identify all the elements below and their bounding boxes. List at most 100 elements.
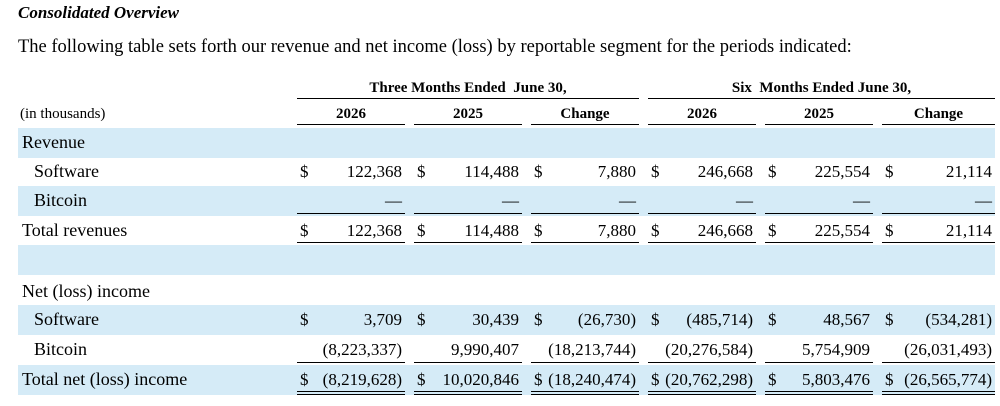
- cell-value: (20,276,584): [665, 340, 753, 359]
- col-header-ytd-change: Change: [882, 105, 995, 125]
- value-cell: (8,223,337): [297, 335, 405, 363]
- currency-symbol: $: [768, 370, 777, 389]
- period-header-three-months: Three Months Ended June 30,: [297, 79, 639, 99]
- value-cell: —: [765, 186, 873, 214]
- value-cell: $ (485,714): [648, 305, 756, 332]
- cell-value: 30,439: [472, 310, 519, 329]
- cell-value: —: [853, 191, 870, 210]
- units-label: (in thousands): [20, 106, 106, 122]
- currency-symbol: $: [651, 310, 660, 329]
- value-cell: $122,368: [297, 157, 405, 184]
- value-cell: (18,213,744): [531, 335, 639, 363]
- currency-symbol: $: [768, 221, 777, 240]
- value-cell: —: [648, 186, 756, 214]
- cell-value: (20,762,298): [665, 370, 753, 389]
- cell-value: 122,368: [346, 221, 402, 240]
- table-row: Total net (loss) income $ (8,219,628) $10,0…: [18, 365, 995, 395]
- col-header-q-2025: 2025: [414, 105, 522, 125]
- currency-symbol: $: [651, 221, 660, 240]
- row-label: Total net (loss) income: [22, 369, 188, 389]
- currency-symbol: $: [534, 221, 543, 240]
- cell-value: 7,880: [597, 162, 636, 181]
- currency-symbol: $: [300, 162, 309, 181]
- col-header-q-2026: 2026: [297, 105, 405, 125]
- value-cell: —: [297, 186, 405, 214]
- row-label: Bitcoin: [34, 339, 87, 359]
- currency-symbol: $: [768, 310, 777, 329]
- value-cell: $3,709: [297, 305, 405, 332]
- cell-value: 246,668: [697, 221, 753, 240]
- currency-symbol: $: [300, 221, 309, 240]
- cell-value: 48,567: [823, 310, 870, 329]
- value-cell: $48,567: [765, 305, 873, 332]
- col-header-ytd-2026: 2026: [648, 105, 756, 125]
- currency-symbol: $: [300, 310, 309, 329]
- table-row: Total revenues $122,368 $114,488 $7,880 $246…: [18, 216, 995, 246]
- value-cell: $10,020,846: [414, 365, 522, 395]
- currency-symbol: $: [651, 162, 660, 181]
- table-row: Bitcoin (8,223,337) 9,990,407 (18,213,744) (…: [18, 335, 995, 365]
- row-label: Software: [34, 309, 99, 329]
- cell-value: (18,240,474): [548, 370, 636, 389]
- currency-symbol: $: [885, 370, 894, 389]
- table-row: Software $3,709 $30,439 $ (26,730) $ (485,714)…: [18, 305, 995, 335]
- cell-value: 5,754,909: [802, 340, 870, 359]
- cell-value: 21,114: [945, 162, 992, 181]
- col-header-ytd-2025: 2025: [765, 105, 873, 125]
- cell-value: (485,714): [686, 310, 753, 329]
- value-cell: $ (18,240,474): [531, 365, 639, 395]
- cell-value: 7,880: [597, 221, 636, 240]
- value-cell: $21,114: [882, 157, 995, 184]
- value-cell: $246,668: [648, 216, 756, 246]
- value-cell: —: [414, 186, 522, 214]
- cell-value: —: [619, 191, 636, 210]
- value-cell: —: [531, 186, 639, 214]
- currency-symbol: $: [417, 221, 426, 240]
- cell-value: —: [502, 191, 519, 210]
- cell-value: (534,281): [925, 310, 992, 329]
- value-cell: (20,276,584): [648, 335, 756, 363]
- value-cell: $7,880: [531, 216, 639, 246]
- cell-value: 225,554: [814, 162, 870, 181]
- col-header-q-change: Change: [531, 105, 639, 125]
- currency-symbol: $: [885, 162, 894, 181]
- spacer-row: [18, 245, 995, 275]
- cell-value: 246,668: [697, 162, 753, 181]
- cell-value: 122,368: [346, 162, 402, 181]
- value-cell: $7,880: [531, 157, 639, 184]
- section-title: Consolidated Overview: [18, 3, 180, 22]
- cell-value: (8,223,337): [322, 340, 402, 359]
- row-label: Software: [34, 161, 99, 181]
- table-row: Software $122,368 $114,488 $7,880 $246,668 $2…: [18, 157, 995, 187]
- cell-value: 21,114: [945, 221, 992, 240]
- cell-value: (18,213,744): [548, 340, 636, 359]
- value-cell: $ (20,762,298): [648, 365, 756, 395]
- cell-value: 10,020,846: [442, 370, 520, 389]
- cell-value: (8,219,628): [322, 370, 402, 389]
- intro-text: The following table sets forth our reven…: [18, 37, 852, 57]
- cell-value: (26,565,774): [904, 370, 992, 389]
- value-cell: $30,439: [414, 305, 522, 332]
- currency-symbol: $: [417, 162, 426, 181]
- table-row: Revenue: [18, 128, 995, 158]
- value-cell: $ (534,281): [882, 305, 995, 332]
- value-cell: $ (26,730): [531, 305, 639, 332]
- value-cell: (26,031,493): [882, 335, 995, 363]
- row-label: Net (loss) income: [22, 281, 150, 301]
- currency-symbol: $: [768, 162, 777, 181]
- value-cell: $5,803,476: [765, 365, 873, 395]
- period-header-six-months: Six Months Ended June 30,: [648, 79, 995, 99]
- value-cell: $246,668: [648, 157, 756, 184]
- value-cell: $114,488: [414, 216, 522, 246]
- cell-value: (26,031,493): [904, 340, 992, 359]
- currency-symbol: $: [534, 162, 543, 181]
- cell-value: —: [975, 191, 992, 210]
- currency-symbol: $: [885, 310, 894, 329]
- table-row: Net (loss) income: [18, 277, 995, 307]
- row-label: Total revenues: [22, 220, 128, 240]
- cell-value: 225,554: [814, 221, 870, 240]
- table-row: Bitcoin — — — — — —: [18, 186, 995, 216]
- currency-symbol: $: [300, 370, 309, 389]
- value-cell: 5,754,909: [765, 335, 873, 363]
- currency-symbol: $: [534, 370, 543, 389]
